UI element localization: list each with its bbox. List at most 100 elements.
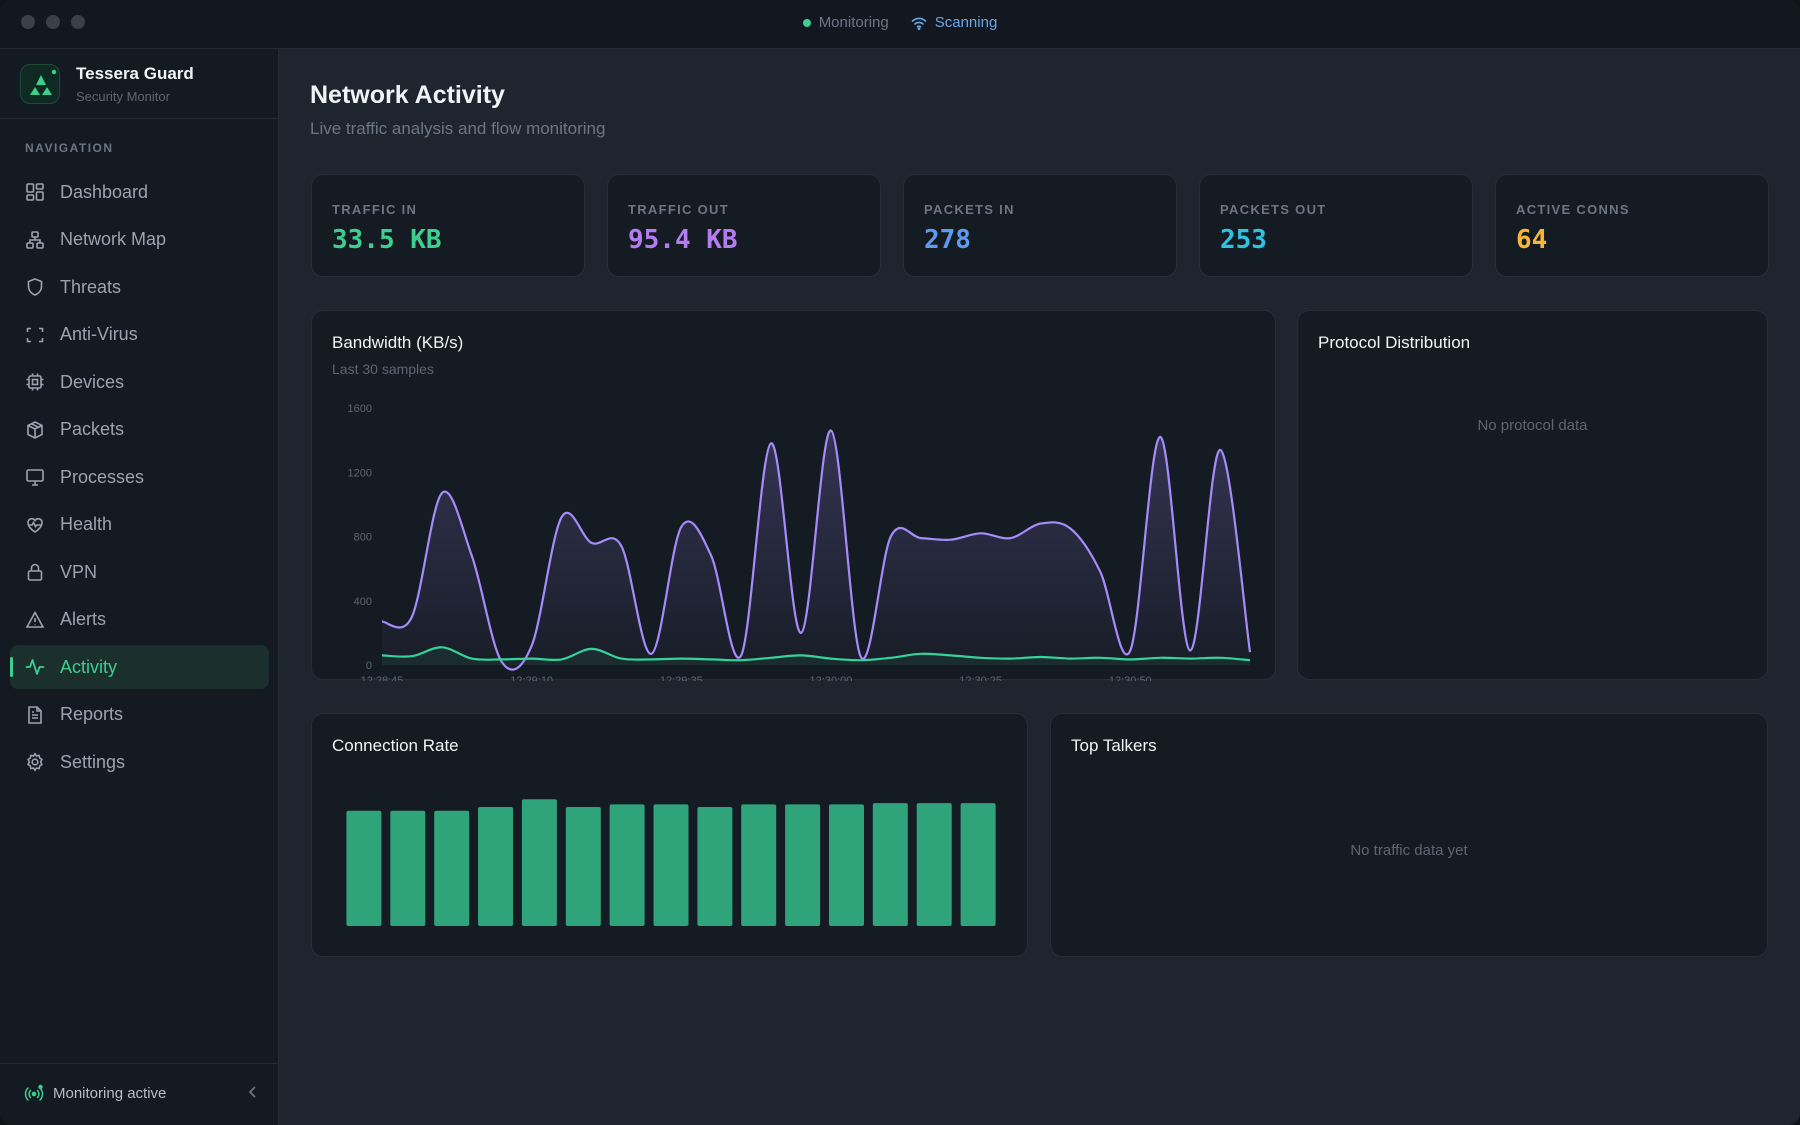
nav-list: Dashboard Network Map Threats Anti-Virus… [10,170,269,788]
connection-bar [434,810,470,926]
close-window-button[interactable] [21,15,35,29]
series-line [381,429,1252,671]
page-subtitle: Live traffic analysis and flow monitorin… [310,119,606,138]
logo-icon [30,69,57,95]
sidebar-item-activity[interactable]: Activity [10,645,269,689]
sidebar-item-label: Devices [60,371,125,392]
y-tick-label: 400 [354,596,372,608]
sidebar-item-network-map[interactable]: Network Map [10,218,269,262]
protocol-title: Protocol Distribution [1318,333,1471,352]
scanning-label: Scanning [934,14,998,31]
title-bar: Monitoring Scanning [0,0,1800,49]
stat-value: 64 [1516,225,1548,255]
y-tick-label: 1200 [348,467,372,479]
shield-icon [27,278,43,296]
wifi-icon [911,17,927,30]
stat-card-packets-in: PACKETS IN 278 [903,174,1177,277]
scanning-status: Scanning [911,14,998,31]
sidebar-item-label: Packets [60,419,125,439]
monitoring-active-status: Monitoring active [24,1084,166,1102]
connection-bar [390,810,426,926]
sidebar-item-label: Reports [60,704,124,724]
sidebar: Tessera Guard Security Monitor NAVIGATIO… [0,49,279,1125]
collapse-sidebar-button[interactable] [247,1084,257,1105]
stat-value: 253 [1220,225,1267,255]
monitor-icon [26,469,44,486]
monitoring-label: Monitoring [818,14,889,31]
connection-bar [960,803,996,926]
stat-card-traffic-in: TRAFFIC IN 33.5 KB [311,174,585,277]
radio-broadcast-icon [24,1084,44,1101]
connection-bar [609,804,645,926]
file-text-icon [28,705,42,724]
sidebar-item-label: Anti-Virus [60,324,138,344]
sidebar-item-label: VPN [60,561,98,582]
connection-bar [565,807,601,926]
protocol-empty-state: No protocol data [1477,417,1588,434]
chevron-left-icon [248,1086,256,1098]
top-talkers-card: Top Talkers No traffic data yet [1050,713,1768,957]
monitoring-active-label: Monitoring active [53,1084,167,1102]
dashboard-icon [26,183,44,201]
y-tick-label: 800 [354,532,372,544]
sidebar-item-dashboard[interactable]: Dashboard [10,170,269,214]
sidebar-item-processes[interactable]: Processes [10,455,269,499]
connection-rate-card: Connection Rate [311,713,1028,957]
x-tick-label: 12:30:00 [810,675,853,681]
sidebar-item-devices[interactable]: Devices [10,360,269,404]
brand-header: Tessera Guard Security Monitor [0,49,279,119]
sidebar-footer: Monitoring active [0,1063,279,1125]
sidebar-item-label: Network Map [60,229,167,249]
x-tick-label: 12:29:35 [660,675,703,681]
x-tick-label: 12:29:10 [510,675,553,681]
stat-label: ACTIVE CONNS [1516,202,1630,217]
sidebar-item-label: Dashboard [60,181,149,202]
bandwidth-card: Bandwidth (KB/s) Last 30 samples 0 400 800… [311,310,1276,681]
app-subtitle: Security Monitor [76,89,170,104]
connection-bar [521,799,557,926]
stat-label: TRAFFIC OUT [628,202,729,217]
top-talkers-title: Top Talkers [1071,736,1157,755]
sidebar-item-label: Health [60,514,113,534]
activity-icon [25,659,45,675]
app-logo [20,64,60,104]
sidebar-item-reports[interactable]: Reports [10,693,269,737]
page-title: Network Activity [310,81,505,109]
sidebar-item-health[interactable]: Health [10,503,269,547]
sidebar-item-settings[interactable]: Settings [10,740,269,784]
sidebar-item-alerts[interactable]: Alerts [10,598,269,642]
sidebar-item-packets[interactable]: Packets [10,408,269,452]
series-area [382,430,1250,670]
protocol-distribution-card: Protocol Distribution No protocol data [1297,310,1768,680]
sidebar-item-label: Processes [60,466,145,487]
alert-triangle-icon [25,610,45,628]
sidebar-item-anti-virus[interactable]: Anti-Virus [10,313,269,357]
cpu-icon [26,373,44,391]
stat-label: PACKETS IN [924,202,1015,217]
stat-value: 278 [924,225,971,255]
sidebar-item-vpn[interactable]: VPN [10,550,269,594]
bandwidth-subtitle: Last 30 samples [332,361,434,377]
connection-bar [785,804,821,926]
x-tick-label: 12:28:45 [361,675,404,681]
stat-value: 33.5 KB [332,225,442,255]
bandwidth-title: Bandwidth (KB/s) [332,333,464,352]
nav-heading: NAVIGATION [25,141,114,155]
main-content: Network Activity Live traffic analysis a… [280,49,1800,1125]
app-name: Tessera Guard [76,64,194,83]
bandwidth-chart: 0 400 800 1200 1600 12:28:45 12:29:10 12:29:35 1… [348,403,1252,681]
connection-rate-chart [346,799,996,926]
lock-icon [27,563,43,581]
stat-label: TRAFFIC IN [332,202,418,217]
connection-bar [697,807,733,926]
sidebar-item-threats[interactable]: Threats [10,265,269,309]
connection-bar [346,810,382,926]
stat-card-packets-out: PACKETS OUT 253 [1199,174,1473,277]
minimize-window-button[interactable] [46,15,60,29]
connection-bar [872,803,908,926]
sidebar-item-label: Settings [60,751,126,772]
maximize-window-button[interactable] [71,15,85,29]
connection-title: Connection Rate [332,736,459,755]
monitoring-status: Monitoring [802,14,889,31]
